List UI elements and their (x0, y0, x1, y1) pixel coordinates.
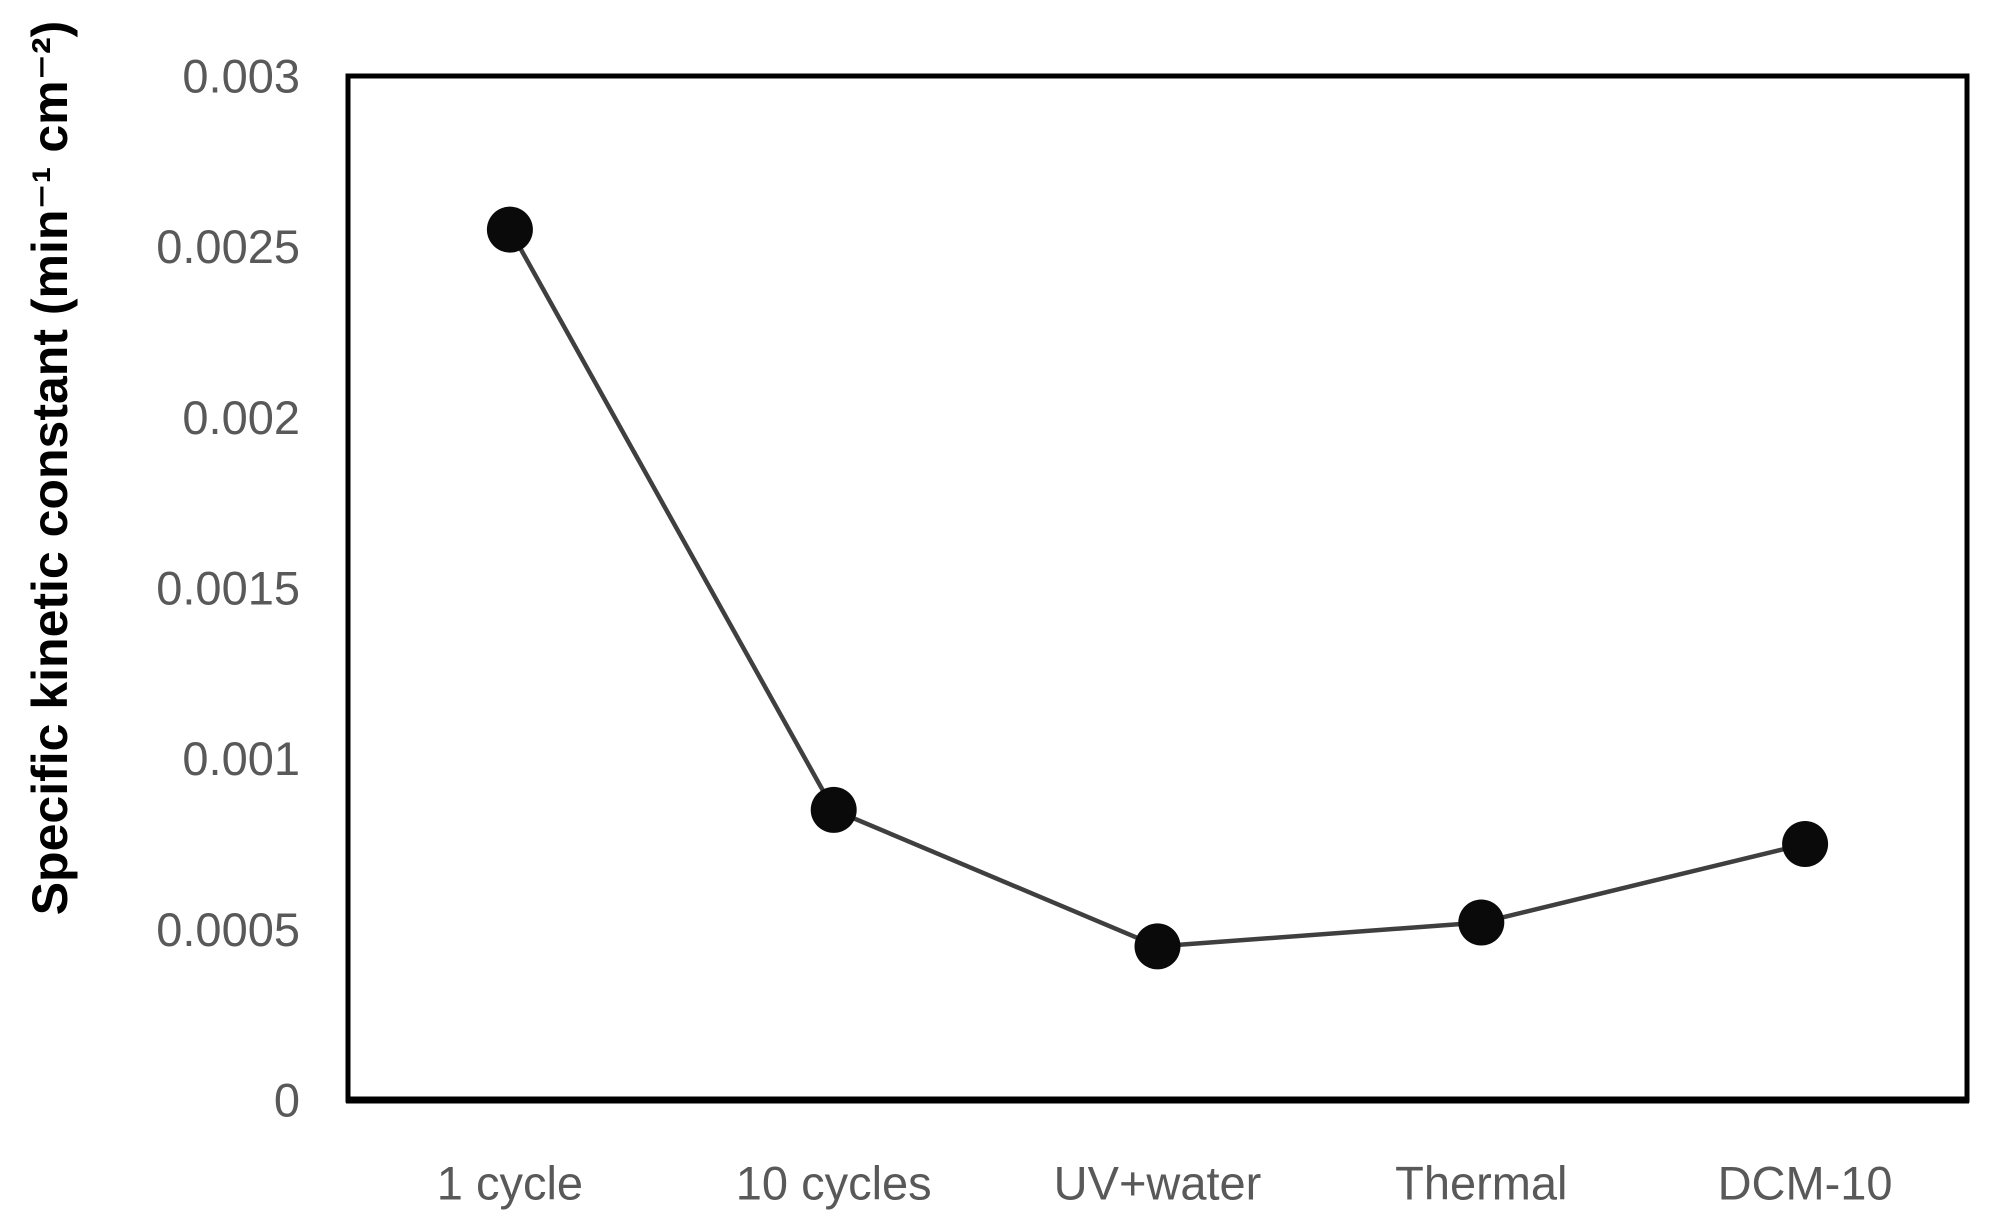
y-tick-label: 0 (274, 1074, 300, 1127)
data-point-marker (1458, 899, 1505, 946)
x-category-label: 1 cycle (437, 1157, 583, 1210)
data-point-marker (486, 206, 533, 253)
y-tick-label: 0.003 (182, 50, 300, 103)
data-point-marker (810, 786, 857, 833)
x-category-label: DCM-10 (1718, 1157, 1893, 1210)
data-point-marker (1782, 821, 1829, 867)
x-category-label: UV+water (1054, 1157, 1262, 1210)
y-tick-label: 0.0015 (156, 562, 300, 615)
y-tick-label: 0.0025 (156, 220, 300, 273)
y-tick-label: 0.001 (182, 732, 300, 785)
y-tick-label: 0.0005 (156, 903, 300, 956)
x-category-label: Thermal (1395, 1157, 1567, 1210)
y-tick-label: 0.002 (182, 391, 300, 444)
x-category-label: 10 cycles (736, 1157, 932, 1210)
data-point-marker (1134, 923, 1181, 970)
series-line (507, 227, 1808, 949)
